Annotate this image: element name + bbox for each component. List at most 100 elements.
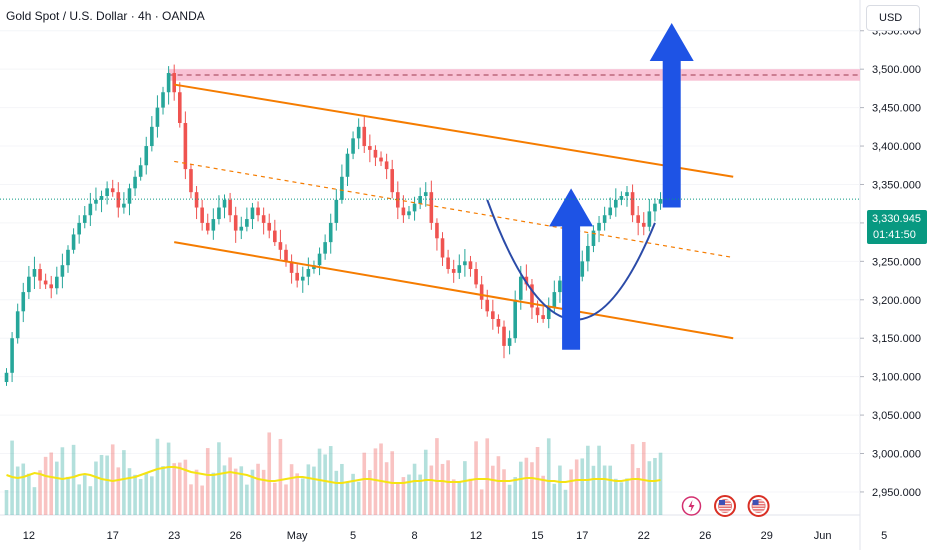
candle-body <box>379 157 383 162</box>
candle-body <box>535 307 540 316</box>
volume-bar <box>105 455 109 515</box>
currency-badge[interactable]: USD <box>866 5 920 31</box>
volume-bar <box>597 445 601 515</box>
volume-bar <box>245 484 249 515</box>
candle-body <box>66 249 70 266</box>
candle-body <box>43 280 48 285</box>
currency-label: USD <box>879 12 903 24</box>
candle-body <box>222 199 227 208</box>
candle-body <box>228 199 232 216</box>
volume-bar <box>138 479 143 515</box>
candle-body <box>552 292 557 308</box>
candle-body <box>658 199 663 204</box>
volume-bar <box>172 463 176 515</box>
time-tick-label: May <box>287 530 308 542</box>
volume-bar <box>183 459 188 515</box>
candle-body <box>328 222 333 243</box>
candle-body <box>446 257 450 270</box>
price-tick-label: 3,050.000 <box>872 410 921 422</box>
flash-icon <box>681 496 702 516</box>
chart-title: Gold Spot / U.S. Dollar · 4h · OANDA <box>6 9 205 23</box>
us-flag-event-icon <box>747 495 770 517</box>
candle-body <box>122 203 126 208</box>
candle-body <box>351 138 355 154</box>
time-tick-label: 23 <box>168 530 180 542</box>
candle-body <box>105 188 109 197</box>
time-tick-label: 29 <box>761 530 773 542</box>
candle-body <box>647 211 652 227</box>
candle-body <box>653 203 657 212</box>
candle-body <box>15 311 20 339</box>
volume-bar <box>166 442 171 515</box>
volume-bar <box>647 461 652 515</box>
candle-body <box>323 242 327 254</box>
candle-body <box>507 338 512 346</box>
volume-bar <box>614 478 618 515</box>
volume-bar <box>384 462 389 515</box>
candle-body <box>429 192 434 223</box>
candle-body <box>4 372 9 383</box>
price-tick-label: 3,150.000 <box>872 333 921 345</box>
volume-bar <box>250 469 255 515</box>
volume-bar <box>446 460 450 515</box>
volume-bar <box>401 477 406 515</box>
candle-body <box>602 215 607 223</box>
candle-body <box>55 276 59 289</box>
volume-bar <box>94 461 98 515</box>
last-price-value: 3,330.945 <box>872 213 921 225</box>
volume-bar <box>496 456 501 515</box>
candle-body <box>144 146 149 166</box>
candle-body <box>189 169 193 193</box>
candle-body <box>440 238 445 258</box>
candle-body <box>608 207 613 216</box>
volume-bar <box>284 484 288 515</box>
time-tick-label: 15 <box>531 530 543 542</box>
volume-bar <box>569 469 573 515</box>
volume-bar <box>351 473 355 515</box>
volume-bar <box>345 482 350 515</box>
volume-bar <box>356 481 361 515</box>
volume-bar <box>368 470 372 515</box>
time-tick-label: 17 <box>576 530 588 542</box>
candle-body <box>60 265 65 277</box>
candle-body <box>27 276 31 293</box>
channel-upper-line <box>174 83 734 178</box>
time-tick-label: 8 <box>412 530 418 542</box>
volume-bar <box>507 484 512 515</box>
candle-body <box>82 215 87 223</box>
candle-body <box>205 222 210 231</box>
candle-body <box>200 207 204 223</box>
volume-bar <box>306 464 311 515</box>
candle-body <box>239 226 244 231</box>
volume-bar <box>530 462 534 515</box>
candle-body <box>641 222 646 227</box>
volume-bar <box>110 444 115 515</box>
volume-bar <box>653 457 657 515</box>
volume-bar <box>278 438 283 515</box>
volume-bar <box>217 442 221 515</box>
price-tick-label: 3,100.000 <box>872 372 921 384</box>
volume-bar <box>591 465 596 515</box>
candle-body <box>261 215 266 223</box>
volume-bar <box>194 469 199 515</box>
candle-body <box>77 222 81 235</box>
volume-bar <box>535 446 540 515</box>
volume-layer <box>4 432 663 515</box>
volume-bar <box>99 454 104 515</box>
volume-bar <box>4 490 9 515</box>
candle-body <box>591 230 596 246</box>
volume-bar <box>340 463 344 515</box>
candle-body <box>496 318 501 327</box>
volume-bar <box>423 449 428 515</box>
volume-bar <box>457 482 462 515</box>
price-tick-label: 3,200.000 <box>872 295 921 307</box>
volume-bar <box>429 465 434 515</box>
time-tick-label: 5 <box>350 530 356 542</box>
volume-bar <box>82 475 87 515</box>
candle-body <box>619 196 624 200</box>
candle-body <box>418 196 422 204</box>
volume-bar <box>77 484 81 515</box>
volume-bar <box>27 473 31 515</box>
flag-icon-canton <box>719 500 726 505</box>
